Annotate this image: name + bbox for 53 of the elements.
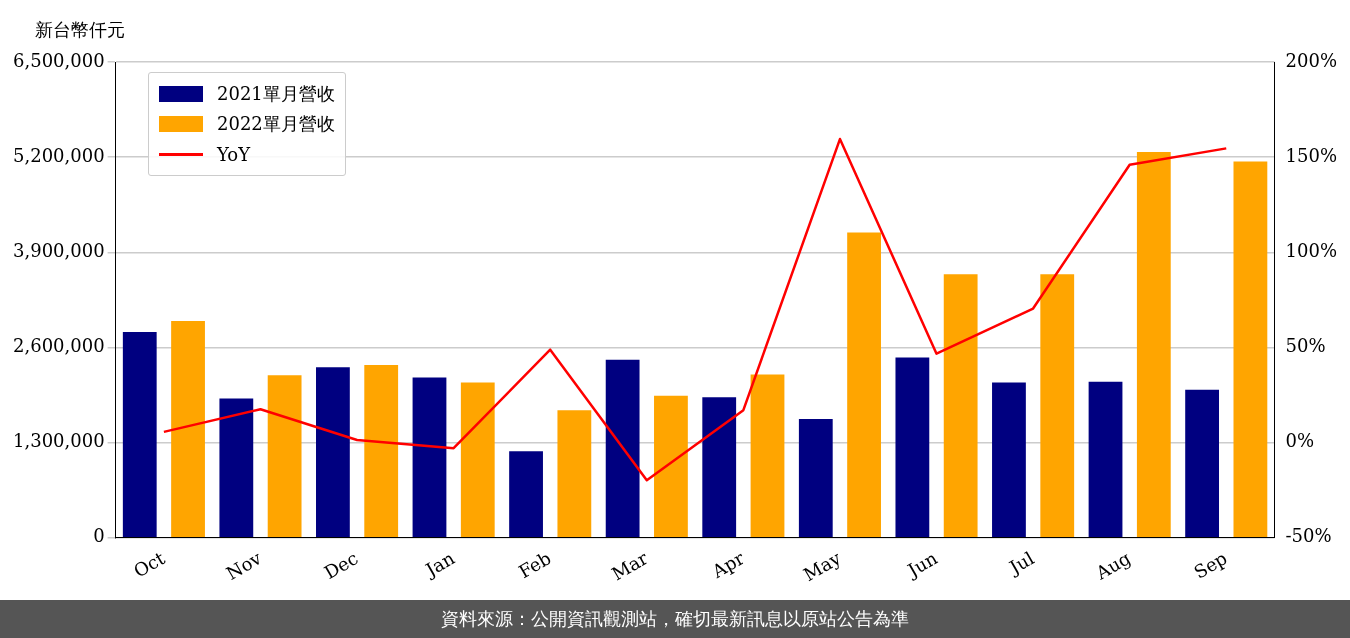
y2-tick-label: -50% — [1285, 525, 1332, 547]
bar — [605, 359, 640, 537]
y-tick-label: 3,900,000 — [13, 239, 105, 261]
x-tick-label: Mar — [607, 547, 652, 585]
x-tick-label: Sep — [1190, 547, 1231, 583]
bar — [460, 382, 495, 537]
bar — [1136, 152, 1171, 537]
bar — [943, 274, 978, 537]
bar — [654, 395, 688, 537]
bar — [1185, 389, 1220, 537]
y-axis-title: 新台幣仟元 — [35, 18, 125, 40]
x-tick-label: Jan — [420, 547, 459, 582]
x-tick-label: Dec — [320, 547, 362, 584]
y2-tick-label: 150% — [1285, 144, 1338, 166]
bar — [316, 367, 350, 537]
bar — [171, 321, 205, 537]
bar — [1233, 161, 1268, 537]
bar — [557, 410, 592, 537]
y2-tick-label: 200% — [1285, 49, 1338, 71]
bar — [1088, 381, 1123, 537]
x-tick-label: May — [799, 546, 845, 586]
y2-tick-label: 50% — [1285, 335, 1326, 357]
bar — [122, 332, 157, 537]
x-tick-label: Apr — [707, 547, 749, 583]
legend-label: 2021單月營收 — [217, 82, 335, 106]
bar — [1040, 274, 1075, 537]
legend-label: 2022單月營收 — [217, 112, 335, 136]
bar — [412, 377, 447, 537]
y2-tick-label: 100% — [1285, 239, 1338, 261]
y2-tick-label: 0% — [1285, 430, 1315, 452]
x-tick-label: Oct — [129, 546, 169, 582]
legend-label: YoY — [217, 143, 251, 165]
y-tick-label: 1,300,000 — [13, 430, 105, 452]
y-tick-label: 6,500,000 — [13, 49, 105, 71]
bar — [267, 375, 302, 537]
y-tick-label: 5,200,000 — [13, 144, 105, 166]
bar — [992, 382, 1026, 537]
y-tick-label: 0 — [93, 525, 105, 547]
bar — [798, 419, 833, 537]
bar — [895, 357, 930, 537]
source-note: 資料來源：公開資訊觀測站，確切最新訊息以原站公告為準 — [0, 600, 1350, 638]
x-tick-label: Aug — [1091, 547, 1135, 585]
bar — [750, 374, 785, 537]
bar — [364, 364, 399, 537]
x-tick-label: Nov — [222, 546, 266, 584]
x-tick-label: Feb — [514, 547, 555, 583]
bar — [702, 397, 737, 537]
y-tick-label: 2,600,000 — [13, 335, 105, 357]
x-tick-label: Jun — [902, 547, 942, 582]
x-tick-label: Jul — [1003, 547, 1038, 579]
bar — [509, 451, 543, 537]
bar — [219, 398, 254, 537]
bar — [847, 232, 881, 537]
